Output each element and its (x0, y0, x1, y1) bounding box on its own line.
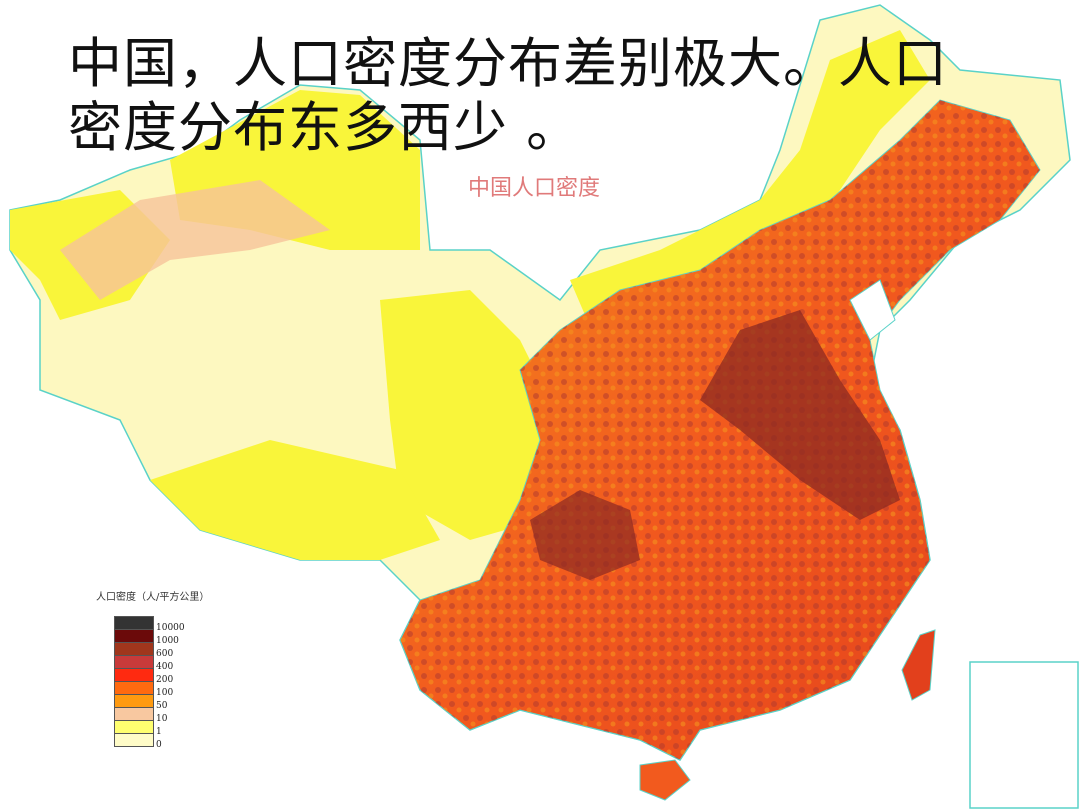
legend-label: 200 (156, 675, 174, 685)
legend-label: 10000 (156, 623, 185, 633)
region-inner-mongolia (570, 30, 930, 350)
legend-title: 人口密度（人/平方公里） (96, 592, 210, 603)
legend-swatch (114, 643, 154, 656)
legend-label: 100 (156, 688, 174, 698)
south-china-sea-inset (969, 661, 1079, 809)
slide-title: 中国，人口密度分布差别极大。人口密度分布东多西少 。 (68, 32, 948, 159)
legend-label: 0 (156, 740, 162, 750)
legend-label: 50 (156, 701, 168, 711)
legend-swatches: 10000 1000 600 400 200 100 50 10 1 0 (114, 616, 209, 750)
taiwan (901, 629, 936, 701)
legend-label: 1 (156, 727, 162, 737)
bohai-sea (849, 279, 896, 341)
legend-label: 400 (156, 662, 174, 672)
legend-swatch (114, 669, 154, 682)
map-title: 中国人口密度 (468, 176, 601, 201)
legend-swatch (114, 721, 154, 734)
legend-label: 600 (156, 649, 174, 659)
legend-swatch (114, 616, 154, 630)
region-sichuan-basin (530, 490, 640, 580)
region-qinghai (380, 290, 560, 540)
region-east-texture (400, 100, 1040, 760)
region-light-belt (60, 180, 330, 300)
legend-swatch (114, 630, 154, 643)
legend-swatch (114, 682, 154, 695)
legend: 人口密度（人/平方公里） 10000 1000 600 400 200 100 50 10 1 0 (96, 592, 210, 750)
hainan (639, 759, 691, 801)
legend-label: 10 (156, 714, 168, 724)
legend-label: 1000 (156, 636, 179, 646)
legend-swatch (114, 695, 154, 708)
legend-swatch (114, 656, 154, 669)
region-north-china-plain (700, 310, 900, 520)
legend-swatch (114, 708, 154, 721)
region-tibet-south (150, 440, 440, 560)
legend-swatch (114, 734, 154, 747)
